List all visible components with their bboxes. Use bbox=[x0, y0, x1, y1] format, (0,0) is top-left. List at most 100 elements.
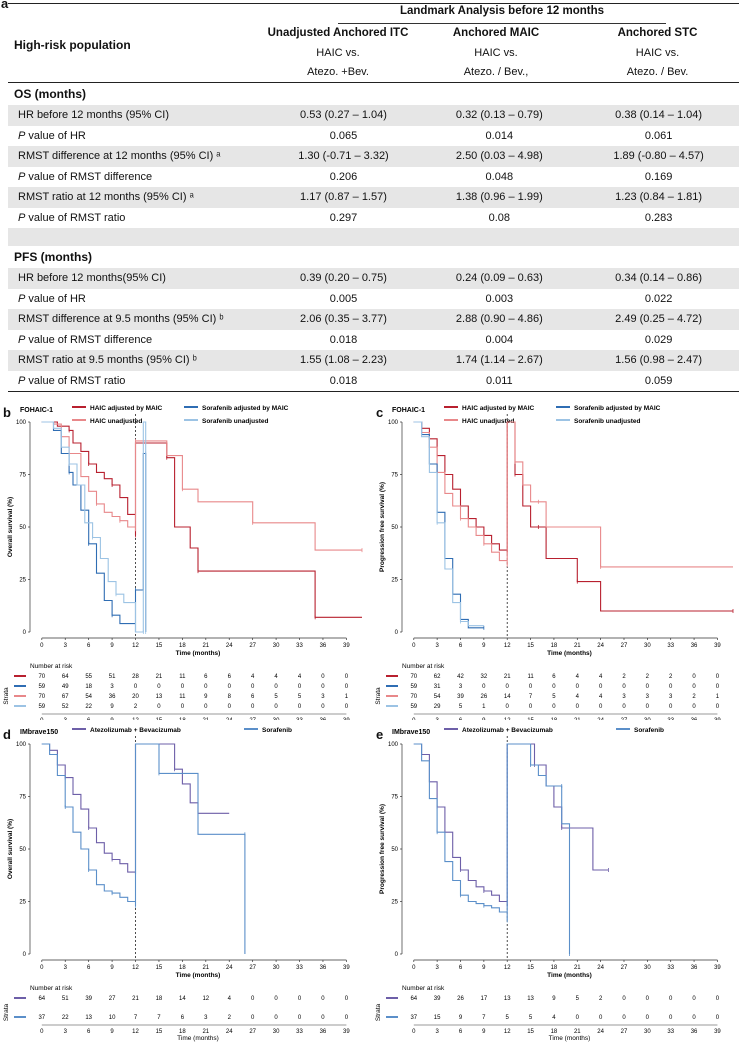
x-tick-label: 33 bbox=[296, 643, 303, 649]
table-row: HR before 12 months(95% CI) 0.39 (0.20 – … bbox=[8, 268, 739, 289]
risk-count: 0 bbox=[716, 704, 720, 710]
legend-label: Sorafenib unadjusted bbox=[202, 418, 268, 425]
x-tick-label: 9 bbox=[110, 965, 114, 971]
risk-count: 0 bbox=[274, 684, 278, 690]
row-label: HR before 12 months (95% CI) bbox=[18, 109, 170, 122]
x-axis-title: Time (months) bbox=[547, 650, 592, 657]
risk-x-tick-label: 39 bbox=[343, 718, 350, 720]
risk-count: 59 bbox=[38, 684, 45, 690]
km-curve-red bbox=[413, 421, 733, 612]
km-curve-red bbox=[41, 421, 362, 618]
risk-x-tick-label: 15 bbox=[156, 1029, 163, 1035]
table-cell: 0.169 bbox=[644, 170, 673, 183]
risk-x-tick-label: 39 bbox=[714, 1029, 721, 1035]
risk-count: 1 bbox=[482, 704, 486, 710]
table-cell: 0.048 bbox=[485, 170, 514, 183]
risk-count: 59 bbox=[38, 704, 45, 710]
y-tick-label: 75 bbox=[19, 473, 26, 479]
risk-count: 39 bbox=[85, 996, 92, 1002]
col-header-maic: Anchored MAIC HAIC vs. Atezo. / Bev., bbox=[452, 27, 540, 78]
table-cell: 0.34 (0.14 – 0.86) bbox=[615, 272, 703, 285]
risk-count: 0 bbox=[716, 684, 720, 690]
risk-count: 6 bbox=[228, 674, 232, 680]
risk-x-tick-label: 27 bbox=[249, 718, 256, 720]
risk-count: 0 bbox=[622, 684, 626, 690]
risk-x-tick-label: 27 bbox=[621, 718, 628, 720]
risk-count: 4 bbox=[274, 674, 278, 680]
risk-x-tick-label: 24 bbox=[226, 1029, 233, 1035]
x-tick-label: 39 bbox=[343, 643, 350, 649]
results-table: Landmark Analysis before 12 months High-… bbox=[8, 3, 739, 392]
risk-count: 0 bbox=[506, 704, 510, 710]
km-curve-purple bbox=[413, 743, 609, 906]
risk-count: 8 bbox=[228, 694, 232, 700]
table-cell: 0.206 bbox=[329, 170, 358, 183]
km-curve-pink bbox=[41, 421, 362, 551]
table-cell: 1.74 (1.14 – 2.67) bbox=[455, 354, 543, 367]
y-axis-title: Overall survival (%) bbox=[7, 819, 14, 879]
risk-x-tick-label: 12 bbox=[504, 718, 511, 720]
risk-x-tick-label: 18 bbox=[551, 1029, 558, 1035]
risk-count: 0 bbox=[692, 1015, 696, 1021]
risk-count: 37 bbox=[38, 1015, 45, 1021]
table-row: P value of RMST difference 0.206 0.048 0.16… bbox=[8, 167, 739, 188]
section-spacer bbox=[8, 228, 739, 246]
x-tick-label: 18 bbox=[179, 965, 186, 971]
legend-label: Sorafenib bbox=[634, 727, 664, 734]
table-cell: 1.89 (-0.80 – 4.57) bbox=[613, 150, 704, 163]
risk-count: 26 bbox=[481, 694, 488, 700]
risk-count: 3 bbox=[321, 694, 325, 700]
risk-count: 21 bbox=[156, 674, 163, 680]
risk-count: 67 bbox=[62, 694, 69, 700]
x-tick-label: 39 bbox=[714, 643, 721, 649]
y-tick-label: 50 bbox=[19, 525, 26, 531]
risk-count: 3 bbox=[204, 1015, 208, 1021]
risk-count: 70 bbox=[410, 694, 417, 700]
risk-x-tick-label: 15 bbox=[527, 718, 534, 720]
x-tick-label: 12 bbox=[132, 643, 139, 649]
risk-count: 0 bbox=[298, 1015, 302, 1021]
col-header-itc: Unadjusted Anchored ITC HAIC vs. Atezo. +B… bbox=[267, 27, 409, 78]
risk-count: 6 bbox=[181, 1015, 185, 1021]
risk-count: 9 bbox=[110, 704, 114, 710]
risk-count: 13 bbox=[527, 996, 534, 1002]
table-cell: 0.39 (0.20 – 0.75) bbox=[300, 272, 387, 285]
table-row: P value of RMST ratio 0.297 0.08 0.283 bbox=[8, 208, 739, 229]
x-tick-label: 12 bbox=[504, 643, 511, 649]
risk-count: 9 bbox=[459, 1015, 463, 1021]
risk-x-tick-label: 6 bbox=[87, 718, 91, 720]
risk-x-tick-label: 18 bbox=[551, 718, 558, 720]
risk-count: 0 bbox=[321, 674, 325, 680]
x-tick-label: 21 bbox=[202, 643, 209, 649]
risk-count: 3 bbox=[110, 684, 114, 690]
risk-title: Number at risk bbox=[30, 985, 73, 992]
table-cell: 0.022 bbox=[644, 292, 673, 305]
risk-count: 0 bbox=[669, 1015, 673, 1021]
risk-x-tick-label: 9 bbox=[482, 1029, 486, 1035]
row-label: RMST difference at 9.5 months (95% CI) ᵇ bbox=[18, 313, 224, 326]
table-row: P value of RMST ratio 0.018 0.011 0.059 bbox=[8, 371, 739, 392]
risk-count: 28 bbox=[132, 674, 139, 680]
table-cell: 0.011 bbox=[485, 374, 513, 387]
panel-label-b: b bbox=[3, 405, 11, 420]
x-tick-label: 9 bbox=[482, 643, 486, 649]
risk-title: Number at risk bbox=[402, 663, 445, 670]
x-tick-label: 15 bbox=[156, 965, 163, 971]
table-cell: 0.32 (0.13 – 0.79) bbox=[455, 109, 543, 122]
table-cell: 0.38 (0.14 – 1.04) bbox=[615, 109, 703, 122]
risk-x-tick-label: 36 bbox=[691, 718, 698, 720]
y-tick-label: 25 bbox=[391, 900, 398, 906]
risk-count: 0 bbox=[599, 684, 603, 690]
row-label: RMST ratio at 9.5 months (95% CI) ᵇ bbox=[18, 354, 197, 367]
risk-count: 0 bbox=[646, 996, 650, 1002]
x-axis-title: Time (months) bbox=[547, 972, 592, 979]
risk-count: 2 bbox=[692, 694, 696, 700]
risk-count: 0 bbox=[251, 684, 255, 690]
risk-x-tick-label: 6 bbox=[87, 1029, 91, 1035]
y-tick-label: 50 bbox=[391, 847, 398, 853]
risk-count: 59 bbox=[410, 684, 417, 690]
risk-count: 0 bbox=[298, 684, 302, 690]
risk-count: 13 bbox=[85, 1015, 92, 1021]
x-tick-label: 36 bbox=[320, 643, 327, 649]
x-tick-label: 6 bbox=[459, 643, 463, 649]
